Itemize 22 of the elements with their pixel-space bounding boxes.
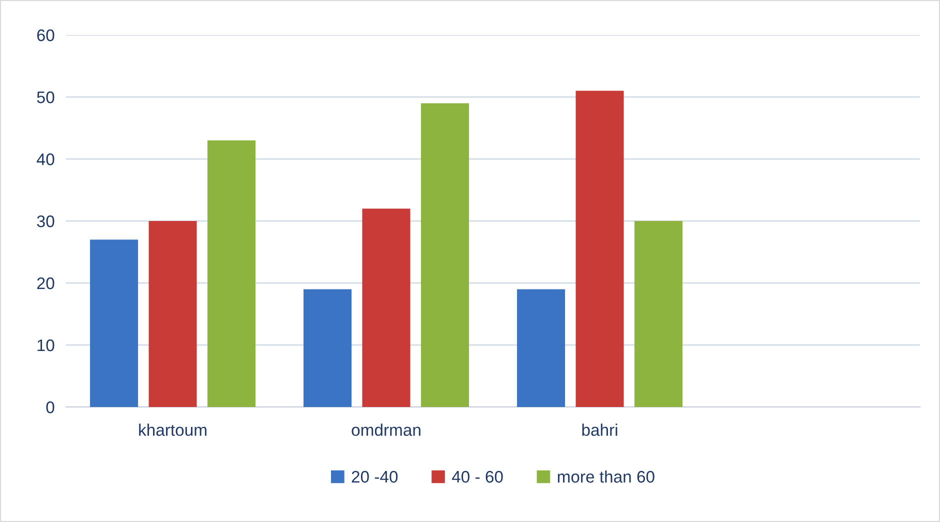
bar: [420, 103, 469, 407]
x-tick-label: khartoum: [139, 424, 206, 436]
bar: [517, 289, 566, 407]
legend-label: 40 - 60: [452, 470, 503, 483]
y-tick-label: 60: [37, 29, 54, 42]
bar: [90, 240, 138, 407]
x-tick-label: omdrman: [352, 424, 420, 436]
bar: [148, 221, 197, 407]
bar: [634, 221, 682, 407]
y-tick-label: 30: [36, 215, 54, 228]
bar: [576, 90, 624, 407]
y-tick-label: 40: [36, 153, 54, 166]
y-tick-label: 20: [37, 277, 54, 290]
y-tick-label: 10: [38, 339, 54, 352]
y-tick-label: 50: [37, 91, 54, 104]
bar: [304, 289, 352, 407]
legend-label: 20 -40: [352, 470, 398, 483]
x-tick-label: bahri: [582, 424, 618, 436]
bar: [362, 208, 410, 407]
bar: [207, 140, 256, 407]
legend-label: more than 60: [558, 470, 654, 483]
y-tick-label: 0: [46, 401, 54, 414]
